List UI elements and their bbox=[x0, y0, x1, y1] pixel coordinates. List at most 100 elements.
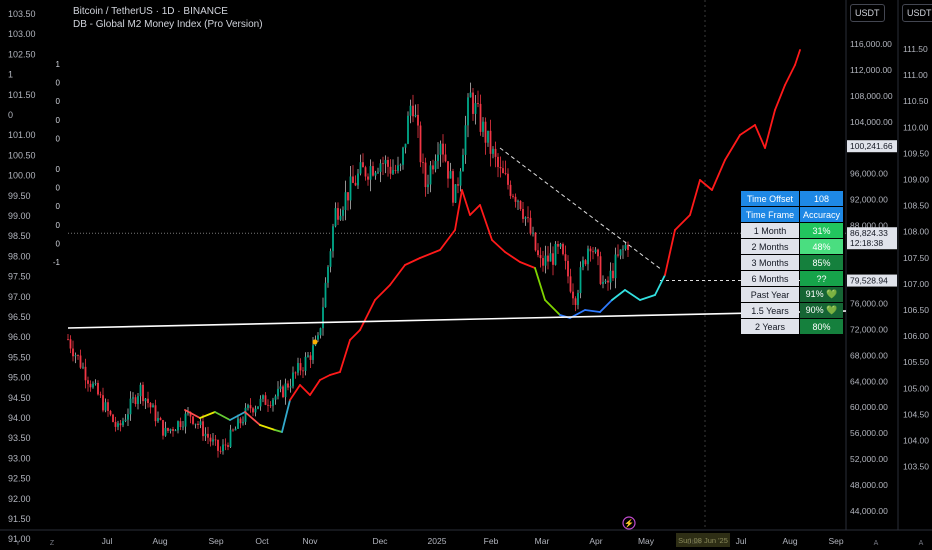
candle-body bbox=[199, 421, 202, 425]
row-value: ?? bbox=[800, 271, 844, 286]
candle-body bbox=[592, 251, 594, 253]
right-axis-label: 108.00 bbox=[903, 227, 929, 237]
m2-index-line bbox=[359, 299, 376, 331]
candle-body bbox=[232, 429, 234, 431]
candle-body bbox=[579, 267, 582, 294]
m2-index-line bbox=[374, 284, 391, 301]
left-axis-label: 91.00 bbox=[8, 534, 31, 544]
price-axis-label: 108,000.00 bbox=[850, 91, 893, 101]
candle-body bbox=[319, 328, 322, 336]
candle-body bbox=[444, 154, 447, 162]
candle-body bbox=[114, 421, 117, 427]
candle-body bbox=[132, 397, 134, 399]
price-label-box bbox=[847, 140, 897, 153]
m2-index-line bbox=[504, 251, 521, 263]
candle-body bbox=[384, 159, 387, 164]
candle-body bbox=[387, 159, 389, 167]
candle-body bbox=[377, 171, 379, 173]
candle-body bbox=[349, 176, 352, 201]
right-axis-label: 107.00 bbox=[903, 279, 929, 289]
right-axis-label: 106.50 bbox=[903, 305, 929, 315]
m2-index-line bbox=[699, 179, 713, 191]
m2-index-line bbox=[214, 411, 231, 421]
candle-body bbox=[597, 249, 599, 257]
price-axis-label: 72,000.00 bbox=[850, 324, 888, 334]
candle-body bbox=[499, 166, 502, 169]
currency-selector-right[interactable]: USDT bbox=[902, 4, 932, 22]
m2-index-line bbox=[469, 204, 481, 216]
candle-body bbox=[152, 405, 154, 408]
price-label-box bbox=[847, 227, 897, 240]
candle-body bbox=[272, 399, 274, 406]
left-axis-secondary: 0 bbox=[56, 165, 61, 174]
candle-body bbox=[117, 423, 119, 427]
m2-index-line bbox=[404, 257, 421, 266]
time-axis-label: Jul bbox=[736, 536, 747, 546]
candle-body bbox=[212, 439, 214, 442]
candle-body bbox=[224, 444, 227, 446]
left-axis-label: 98.50 bbox=[8, 231, 31, 241]
time-offset-label: Time Offset bbox=[741, 191, 799, 206]
candle-body bbox=[497, 156, 499, 167]
candle-body bbox=[327, 266, 329, 283]
candle-body bbox=[267, 404, 269, 406]
candle-body bbox=[82, 366, 84, 368]
candle-body bbox=[512, 195, 514, 197]
candle-body bbox=[487, 130, 489, 143]
right-axis-label: 111.50 bbox=[903, 44, 928, 54]
m2-index-line bbox=[764, 109, 776, 149]
left-axis-label: 91.50 bbox=[8, 514, 31, 524]
chart-legend: Bitcoin / TetherUS · 1D · BINANCE DB - G… bbox=[73, 5, 263, 31]
candle-body bbox=[547, 255, 549, 262]
left-axis-label: 94.00 bbox=[8, 413, 31, 423]
candle-body bbox=[509, 184, 512, 196]
candle-body bbox=[249, 405, 252, 409]
candle-body bbox=[519, 200, 522, 209]
price-axis-label: 116,000.00 bbox=[850, 39, 892, 49]
time-offset-value: 108 bbox=[800, 191, 844, 206]
left-axis-label: 92.00 bbox=[8, 494, 31, 504]
m2-index-line bbox=[639, 294, 656, 301]
m2-index-line bbox=[754, 124, 766, 149]
candle-body bbox=[542, 258, 544, 266]
m2-index-line bbox=[389, 264, 406, 286]
candle-body bbox=[102, 395, 104, 411]
row-label: Past Year bbox=[741, 287, 799, 302]
right-axis-label: 105.00 bbox=[903, 383, 929, 393]
candle-body bbox=[209, 437, 212, 442]
candle-body bbox=[409, 105, 412, 116]
left-axis-secondary: 0 bbox=[56, 239, 61, 248]
symbol-title[interactable]: Bitcoin / TetherUS · 1D · BINANCE bbox=[73, 6, 228, 17]
candle-body bbox=[554, 243, 557, 265]
right-axis-label: 104.00 bbox=[903, 436, 929, 446]
candle-body bbox=[144, 398, 147, 402]
right-axis-label: 110.00 bbox=[903, 122, 929, 132]
candle-body bbox=[362, 162, 364, 168]
candle-body bbox=[604, 280, 607, 282]
price-axis-label: 12:18:38 bbox=[850, 238, 883, 248]
candle-body bbox=[254, 408, 257, 413]
candles bbox=[67, 82, 629, 458]
m2-index-line bbox=[309, 379, 321, 396]
currency-selector-left[interactable]: USDT bbox=[850, 4, 885, 22]
candle-body bbox=[242, 421, 244, 424]
candle-body bbox=[412, 105, 414, 117]
date-badge-label: Sun 08 Jun '25 bbox=[678, 536, 728, 545]
table-row: 1 Month 31% bbox=[741, 223, 844, 238]
left-axis-panel bbox=[0, 0, 68, 550]
price-axis-label: 48,000.00 bbox=[850, 480, 888, 490]
candle-body bbox=[609, 270, 612, 283]
candle-body bbox=[109, 410, 112, 415]
left-axis-label: 94.50 bbox=[8, 393, 31, 403]
indicator-title[interactable]: DB - Global M2 Money Index (Pro Version) bbox=[73, 19, 263, 30]
m2-index-line bbox=[419, 249, 441, 259]
time-axis-label: May bbox=[638, 536, 655, 546]
left-axis-label: 103.00 bbox=[8, 29, 36, 39]
candle-body bbox=[359, 162, 362, 174]
candle-body bbox=[364, 167, 367, 177]
right-axis-label: 103.50 bbox=[903, 462, 929, 472]
left-axis-secondary: 0 bbox=[56, 79, 61, 88]
candle-body bbox=[207, 433, 209, 438]
table-row: 2 Months 48% bbox=[741, 239, 844, 254]
